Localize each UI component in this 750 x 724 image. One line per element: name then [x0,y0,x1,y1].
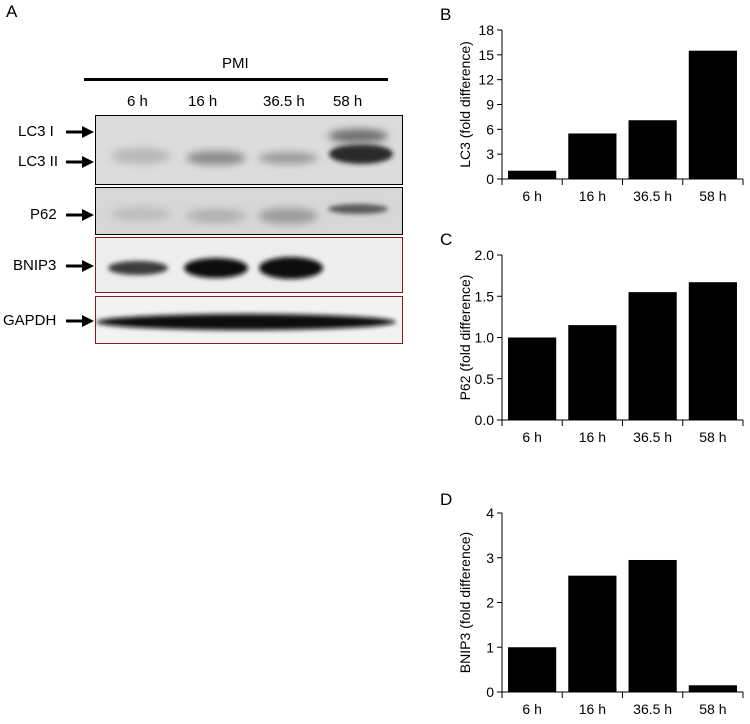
y-axis-label: LC3 (fold difference) [457,41,473,168]
y-tick-label: 0.5 [475,371,495,387]
y-axis-label: BNIP3 (fold difference) [457,532,473,673]
row-label-bnip3: BNIP3 [13,257,57,274]
bnip3-blot [95,237,403,293]
lc3-chart-svg: B LC3 (fold difference) 0 3 6 9 12 15 18 6 h 16 h 3… [440,5,744,204]
y-tick-label: 1.5 [475,288,495,304]
lane-label: 6 h [127,93,148,110]
panel-letter: D [440,490,452,509]
y-tick-label: 3 [486,146,494,162]
bar [508,337,557,420]
p62-blot [95,187,403,235]
p62-chart-svg: C P62 (fold difference)0.0 0.5 1.0 1.5 2.0 6 h… [440,230,744,445]
bar [568,325,617,420]
lc3-bar-chart: B LC3 (fold difference) 0 3 6 9 12 15 18 6 h 16 h 3… [440,0,750,205]
arrow-icon [66,315,94,327]
row-label-p62: P62 [30,206,57,223]
bar [508,647,557,692]
bar [688,50,737,179]
panel-letter: C [440,230,452,249]
y-axis-label: P62 (fold difference) [457,275,473,401]
x-tick-label: 36.5 h [633,429,672,445]
arrow-icon [66,156,94,168]
arrow-icon [66,209,94,221]
p62-bar-chart: C P62 (fold difference) 0.0 0.5 1.0 1.5 2.0 6 h… [440,225,750,455]
y-tick-label: 6 [486,121,494,137]
bnip3-blot-image [96,238,402,292]
row-label-gapdh: GAPDH [3,312,57,329]
y-tick-label: 2 [486,595,494,611]
x-tick-label: 16 h [579,188,606,204]
bar [688,685,737,692]
y-tick-label: 1.0 [475,330,495,346]
y-tick-label: 4 [486,505,494,521]
x-tick-label: 16 h [579,701,606,717]
western-blot-panel: A PMI 6 h 16 h 36.5 h 58 h [0,0,420,360]
y-tick-label: 2.0 [475,247,495,263]
x-tick-label: 36.5 h [633,701,672,717]
lc3-blot-image [96,116,402,184]
x-tick-label: 58 h [699,701,726,717]
bar [628,292,677,420]
y-tick-label: 0 [486,171,494,187]
x-tick-label: 16 h [579,429,606,445]
panel-letter-a: A [6,2,18,21]
row-label-lc3-ii: LC3 II [18,153,59,170]
x-tick-label: 6 h [522,429,541,445]
y-tick-label: 3 [486,550,494,566]
x-tick-label: 58 h [699,429,726,445]
y-tick-label: 1 [486,639,494,655]
lane-label: 36.5 h [263,93,305,110]
row-label-lc3-i: LC3 I [18,123,54,140]
bar [688,282,737,420]
bar [628,120,677,179]
y-tick-label: 9 [486,97,494,113]
arrow-icon [66,260,94,272]
x-tick-label: 36.5 h [633,188,672,204]
x-tick-label: 58 h [699,188,726,204]
panel-letter: B [440,5,451,24]
y-tick-label: 0.0 [475,412,495,428]
bar [568,575,617,692]
lane-label: 58 h [333,93,363,110]
x-tick-label: 6 h [522,701,541,717]
bnip3-bar-chart: D BNIP3 (fold difference) 0 1 2 3 4 6 h 16 h 36.5… [440,485,750,724]
pmi-bracket-line [84,78,388,81]
gapdh-blot-image [96,297,402,343]
lane-label: 16 h [188,93,218,110]
pmi-header: PMI [222,55,249,72]
gapdh-blot [95,296,403,344]
y-tick-label: 18 [478,22,494,38]
bnip3-chart-svg: D BNIP3 (fold difference) 0 1 2 3 4 6 h 16 h 36.5… [440,490,744,717]
y-tick-label: 15 [478,47,494,63]
p62-blot-image [96,188,402,234]
y-tick-label: 12 [478,72,494,88]
bar [568,133,617,179]
bar [508,170,557,179]
lc3-blot [95,115,403,185]
y-tick-label: 0 [486,684,494,700]
arrow-icon [66,126,94,138]
bar [628,559,677,692]
x-tick-label: 6 h [522,188,541,204]
